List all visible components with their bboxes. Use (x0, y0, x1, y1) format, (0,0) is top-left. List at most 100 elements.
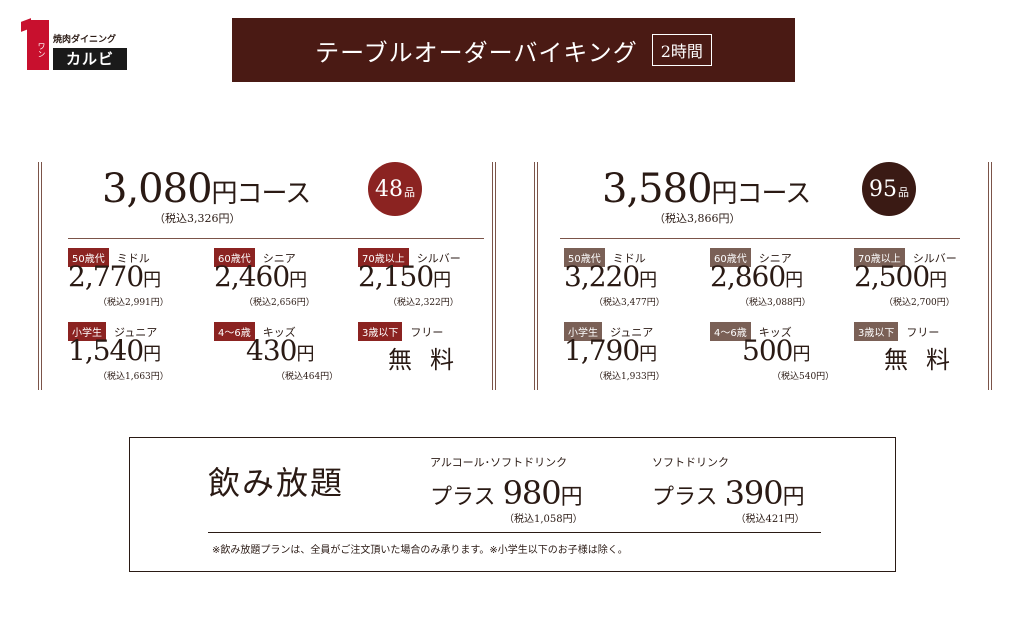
tier-age-tag: 小学生 (68, 322, 106, 341)
course-tax: （税込3,326円） (154, 212, 241, 225)
course-price: 3,580円コース (602, 166, 812, 212)
tier-tax: （税込1,933円） (594, 372, 665, 382)
course-price: 3,080円コース (102, 166, 312, 212)
tier-cell: 4～6歳 キッズ 500円 （税込540円） (710, 322, 850, 392)
tier-cell: 50歳代 ミドル 2,770円 （税込2,991円） (68, 248, 208, 318)
tier-header: 3歳以下 フリー (358, 322, 443, 341)
course-price-unit: 円コース (711, 179, 812, 209)
tier-tax: （税込540円） (772, 372, 835, 382)
tier-price-value: 2,860 (710, 260, 786, 293)
course-48-panel: 3,080円コース （税込3,326円） 48 品 50歳代 ミドル 2,770円 （税… (38, 162, 496, 390)
tier-price-unit: 円 (433, 270, 451, 291)
course-tax: （税込3,866円） (654, 212, 741, 225)
tier-age-tag: 4～6歳 (710, 322, 751, 341)
tier-age-tag: 60歳代 (710, 248, 751, 267)
tier-cell: 3歳以下 フリー無料 (854, 322, 994, 392)
drinks-divider (208, 532, 821, 533)
tier-label: シニア (262, 251, 296, 265)
tier-free: 無料 (388, 346, 472, 374)
logo-one-text: ワン (37, 42, 46, 58)
logo-one-mark: ワン (27, 20, 49, 70)
tier-header: 4～6歳 キッズ (710, 322, 792, 341)
tier-price-unit: 円 (639, 344, 657, 365)
tier-header: 60歳代 シニア (214, 248, 296, 267)
drink-plus: プラス (430, 485, 496, 510)
tier-cell: 50歳代 ミドル 3,220円 （税込3,477円） (564, 248, 704, 318)
tier-price-unit: 円 (929, 270, 947, 291)
tier-header: 50歳代 ミドル (564, 248, 646, 267)
tier-price-value: 430 (246, 334, 297, 367)
drink-price-value: 390 (724, 474, 784, 512)
tier-price-unit: 円 (792, 344, 810, 365)
tier-label: ジュニア (610, 325, 654, 339)
tier-header: 4～6歳 キッズ (214, 322, 296, 341)
tier-header: 3歳以下 フリー (854, 322, 939, 341)
tier-price-unit: 円 (143, 270, 161, 291)
drinks-title: 飲み放題 (208, 464, 345, 502)
drink-price-value: 980 (502, 474, 562, 512)
tier-age-tag: 50歳代 (564, 248, 605, 267)
tier-label: ミドル (116, 251, 150, 265)
tier-price-unit: 円 (639, 270, 657, 291)
tier-free: 無料 (884, 346, 968, 374)
tier-label: ジュニア (114, 325, 158, 339)
course-price-value: 3,080 (102, 166, 213, 212)
tier-label: キッズ (262, 325, 296, 339)
panel-border-right (492, 162, 496, 390)
course-divider (560, 238, 960, 239)
course-95-panel: 3,580円コース （税込3,866円） 95 品 50歳代 ミドル 3,220円 （税… (534, 162, 992, 390)
tier-header: 60歳代 シニア (710, 248, 792, 267)
tier-cell: 小学生 ジュニア 1,790円 （税込1,933円） (564, 322, 704, 392)
tier-label: シルバー (912, 251, 957, 265)
tier-price-value: 1,540 (68, 334, 144, 367)
logo-subtitle: 焼肉ダイニング (53, 35, 117, 45)
tier-cell: 70歳以上 シルバー 2,500円 （税込2,700円） (854, 248, 994, 318)
tier-price: 2,770円 (68, 260, 161, 293)
item-count: 95 (869, 176, 897, 202)
duration-badge: 2時間 (651, 34, 712, 66)
tier-label: フリー (410, 325, 444, 339)
item-count-badge: 95 品 (862, 162, 916, 216)
tier-age-tag: 小学生 (564, 322, 602, 341)
panel-border-left (534, 162, 538, 390)
tier-age-tag: 3歳以下 (358, 322, 403, 341)
tier-cell: 60歳代 シニア 2,460円 （税込2,656円） (214, 248, 354, 318)
tier-header: 70歳以上 シルバー (854, 248, 957, 267)
drink-option-price: プラス 390円 (652, 474, 805, 512)
tier-age-tag: 70歳以上 (358, 248, 409, 267)
course-divider (68, 238, 484, 239)
tier-tax: （税込2,700円） (884, 298, 955, 308)
tier-header: 小学生 ジュニア (564, 322, 653, 341)
tier-tax: （税込2,656円） (244, 298, 315, 308)
tier-header: 70歳以上 シルバー (358, 248, 461, 267)
tier-tax: （税込2,991円） (98, 298, 169, 308)
tier-price-value: 3,220 (564, 260, 640, 293)
course-price-unit: 円コース (211, 179, 312, 209)
tier-price-value: 2,770 (68, 260, 144, 293)
drink-option-tax: （税込421円） (735, 514, 805, 525)
drink-option-tax: （税込1,058円） (504, 514, 583, 525)
tier-cell: 60歳代 シニア 2,860円 （税込3,088円） (710, 248, 850, 318)
tier-header: 小学生 ジュニア (68, 322, 157, 341)
tier-label: シニア (758, 251, 792, 265)
tier-price-unit: 円 (785, 270, 803, 291)
drink-plus: プラス (652, 485, 718, 510)
tier-age-tag: 4～6歳 (214, 322, 255, 341)
tier-price: 2,500円 (854, 260, 947, 293)
tier-price-unit: 円 (289, 270, 307, 291)
tier-tax: （税込1,663円） (98, 372, 169, 382)
drink-option-label: アルコール･ソフトドリンク (430, 456, 568, 469)
tier-age-tag: 3歳以下 (854, 322, 899, 341)
tier-age-tag: 70歳以上 (854, 248, 905, 267)
tier-age-tag: 50歳代 (68, 248, 109, 267)
drink-option-label: ソフトドリンク (652, 456, 729, 469)
tier-label: シルバー (416, 251, 461, 265)
tier-tax: （税込464円） (276, 372, 339, 382)
drink-price-unit: 円 (782, 485, 805, 510)
item-count-unit: 品 (404, 186, 415, 199)
tier-age-tag: 60歳代 (214, 248, 255, 267)
tier-price: 430円 (246, 334, 314, 367)
tier-price-value: 2,150 (358, 260, 434, 293)
title-bar: テーブルオーダーバイキング 2時間 (232, 18, 795, 82)
drink-option-soft: ソフトドリンク プラス 390円 （税込421円） (652, 454, 805, 525)
